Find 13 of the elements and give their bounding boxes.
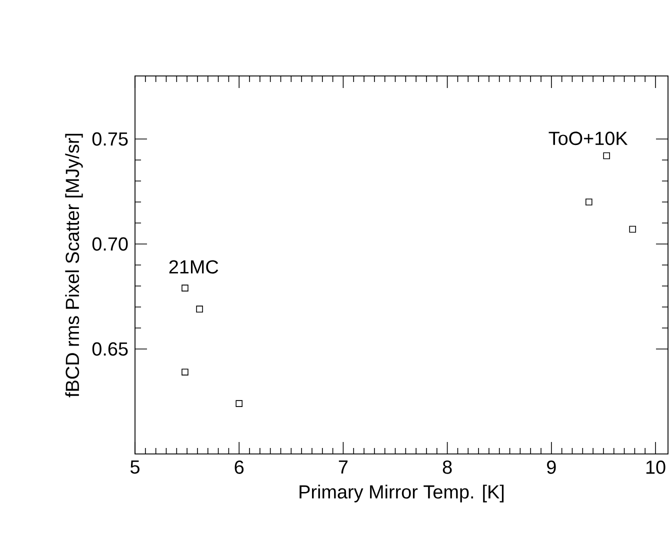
annotation: ToO+10K bbox=[548, 132, 628, 146]
y-axis-title: fBCD rms Pixel Scatter [MJy/sr] bbox=[65, 134, 83, 398]
x-tick-label: 9 bbox=[547, 460, 556, 474]
x-axis-title: Primary Mirror Temp. [K] bbox=[300, 484, 504, 502]
x-tick-label: 10 bbox=[646, 460, 666, 474]
x-tick-label: 6 bbox=[234, 460, 244, 474]
x-tick-label: 7 bbox=[338, 460, 348, 474]
annotation: 21MC bbox=[169, 260, 218, 274]
x-tick-label: 8 bbox=[442, 460, 452, 474]
y-tick-label: 0.75 bbox=[92, 132, 128, 146]
x-tick-label: 5 bbox=[130, 460, 140, 474]
y-tick-label: 0.65 bbox=[92, 342, 128, 356]
y-tick-label: 0.70 bbox=[92, 237, 128, 251]
